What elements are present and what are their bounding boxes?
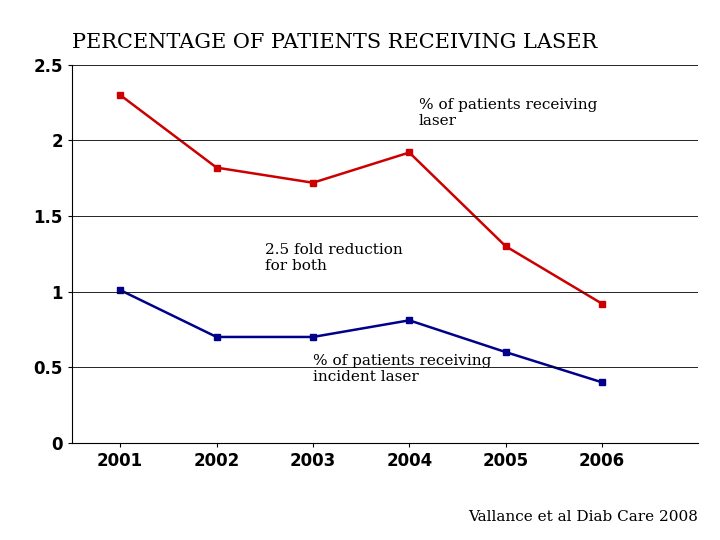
Text: Vallance et al Diab Care 2008: Vallance et al Diab Care 2008 [469,510,698,524]
Text: 2.5 fold reduction
for both: 2.5 fold reduction for both [265,243,402,273]
Text: % of patients receiving
incident laser: % of patients receiving incident laser [313,354,491,384]
Text: PERCENTAGE OF PATIENTS RECEIVING LASER: PERCENTAGE OF PATIENTS RECEIVING LASER [72,33,598,52]
Text: % of patients receiving
laser: % of patients receiving laser [419,98,598,129]
